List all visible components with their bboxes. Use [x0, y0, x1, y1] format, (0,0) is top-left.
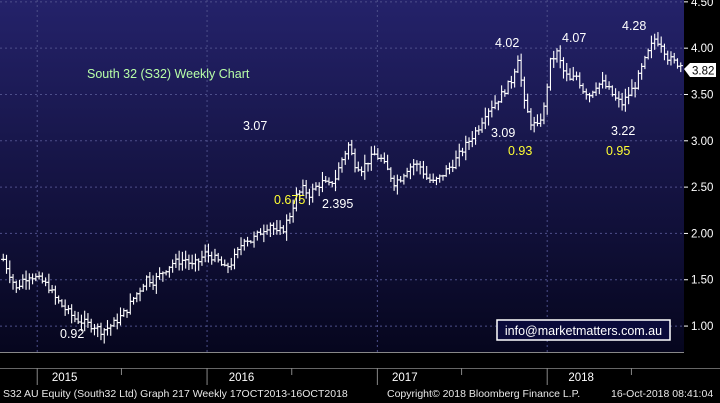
last-price-tag: 3.82: [684, 63, 716, 78]
footer-security-info: S32 AU Equity (South32 Ltd) Graph 217 We…: [3, 388, 348, 400]
annotation-label: 4.28: [622, 19, 646, 33]
footer: S32 AU Equity (South32 Ltd) Graph 217 We…: [0, 385, 720, 403]
x-tick-label: 2017: [392, 372, 418, 384]
x-tick-label: 2018: [568, 372, 594, 384]
chart-title: South 32 (S32) Weekly Chart: [87, 67, 250, 81]
ohlc-bar: [678, 62, 683, 73]
y-tick-label: 2.50: [691, 182, 713, 194]
x-axis: 2015 2016 2017 2018: [36, 368, 632, 385]
y-axis: 1.00 1.50 2.00 2.50 3.00 3.50 4.00 4.50: [684, 0, 713, 333]
annotation-label: 0.95: [606, 144, 630, 158]
annotation-label: 3.22: [611, 124, 635, 138]
y-tick-label: 1.50: [691, 275, 713, 287]
footer-copyright: Copyright© 2018 Bloomberg Finance L.P.: [387, 388, 581, 400]
annotation-label: 3.09: [491, 126, 515, 140]
annotations: 0.92 3.07 0.675 2.395 4.02 3.09 0.93 4.07 3.22 0.…: [60, 19, 646, 341]
y-tick-label: 3.50: [691, 89, 713, 101]
annotation-label: 3.07: [243, 119, 267, 133]
footer-timestamp: 16-Oct-2018 08:41:04: [611, 388, 714, 400]
y-tick-label: 4.50: [691, 0, 713, 9]
email-text: info@marketmatters.com.au: [505, 324, 662, 338]
annotation-label: 2.395: [322, 197, 353, 211]
plot-area: [0, 0, 684, 352]
y-tick-label: 3.00: [691, 136, 713, 148]
weekly-ohlc-chart: South 32 (S32) Weekly Chart 0.92 3.07 0.67…: [0, 0, 720, 385]
price-bars: [1, 32, 683, 344]
annotation-label: 0.93: [508, 144, 532, 158]
last-price-label: 3.82: [692, 66, 714, 78]
annotation-label: 0.92: [60, 327, 84, 341]
y-tick-label: 2.00: [691, 228, 713, 240]
x-tick-label: 2015: [52, 372, 78, 384]
annotation-label: 4.07: [562, 31, 586, 45]
y-tick-label: 4.00: [691, 43, 713, 55]
y-tick-label: 1.00: [691, 321, 713, 333]
x-tick-label: 2016: [229, 372, 255, 384]
annotation-label: 0.675: [274, 193, 305, 207]
annotation-label: 4.02: [495, 36, 519, 50]
email-watermark: info@marketmatters.com.au: [496, 319, 671, 341]
gridlines: [0, 0, 684, 352]
